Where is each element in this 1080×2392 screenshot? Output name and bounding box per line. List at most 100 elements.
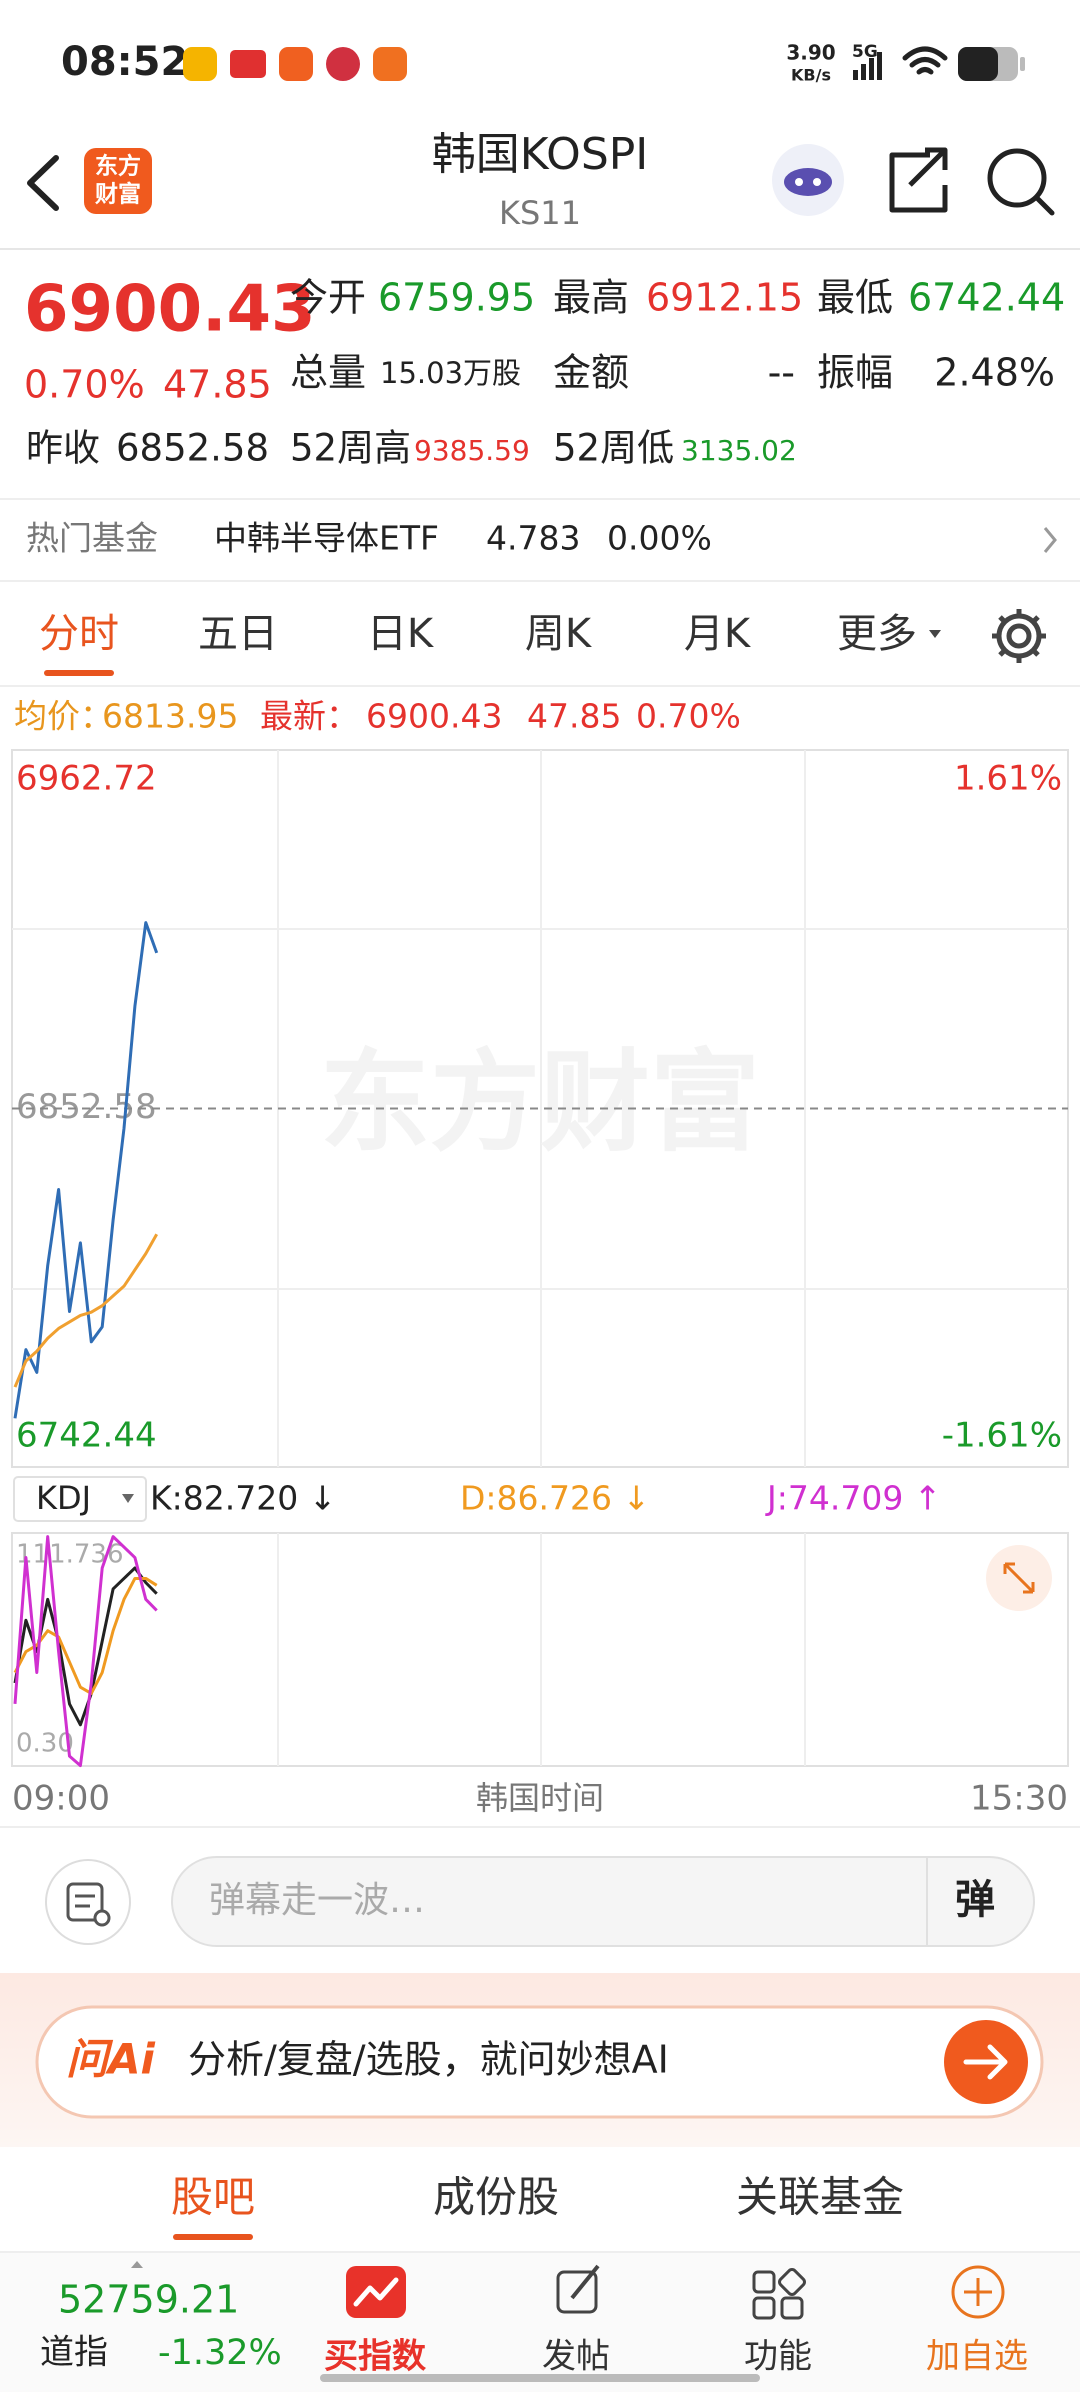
field-label: 52周低 <box>553 427 674 470</box>
y-tick-label: 6852.58 <box>16 1087 157 1127</box>
series-line <box>13 921 159 1419</box>
header-title: 韩国KOSPI <box>432 129 649 180</box>
latest-change: 47.85 <box>527 697 621 736</box>
chevron <box>1043 527 1057 553</box>
y-tick-label: 0.30 <box>16 1729 74 1759</box>
assistant-button[interactable] <box>772 144 844 216</box>
index-ticker[interactable]: 52759.21 道指 -1.32% <box>40 2278 282 2374</box>
indicator-selector-text: KDJ <box>36 1479 91 1517</box>
expand-arrow <box>131 2261 143 2268</box>
status-speed: 3.90 <box>786 41 835 65</box>
field-value: 2.48% <box>934 351 1055 395</box>
chart-tab[interactable]: 周K <box>525 611 593 657</box>
divider <box>0 498 1080 500</box>
divider <box>0 248 1080 250</box>
chart-tabs: 分时 五日 日K 周K 月K 更多 <box>39 611 917 657</box>
latest-value: 6900.43 <box>366 697 502 736</box>
indicator-legend: K:82.720 ↓ <box>150 1479 336 1518</box>
time-axis-label: 韩国时间 <box>476 1779 604 1817</box>
share-button[interactable] <box>889 147 948 213</box>
series-line <box>13 1233 159 1388</box>
field-label: 最低 <box>817 276 893 320</box>
danmaku-button[interactable]: 弹 <box>955 1877 995 1923</box>
intraday-chart: 6742.44 6852.58 6962.72 -1.61% 1.61% <box>12 759 1068 1456</box>
back-button[interactable] <box>27 155 59 211</box>
hot-fund-label: 热门基金 <box>26 519 158 558</box>
tab-underline <box>173 2234 253 2240</box>
nav-item[interactable]: 发帖 <box>542 2337 610 2377</box>
status-battery <box>958 47 1025 81</box>
expand-button[interactable] <box>986 1545 1052 1611</box>
status-app-icons <box>183 47 407 81</box>
indicator-legend: D:86.726 ↓ <box>460 1479 650 1518</box>
field-value: 6912.15 <box>646 276 803 320</box>
status-speed-unit: KB/s <box>791 66 831 85</box>
change-pct: 0.70% <box>24 363 145 407</box>
field-label: 总量 <box>290 351 366 395</box>
header-code: KS11 <box>499 194 581 232</box>
index-value: 52759.21 <box>58 2278 239 2322</box>
avg-value: 6813.95 <box>102 697 238 736</box>
comment-list-button[interactable] <box>45 1859 131 1945</box>
hot-fund-price: 4.783 <box>486 519 580 558</box>
avg-label: 均价： <box>14 697 113 736</box>
app-logo <box>84 148 152 214</box>
sub-tab[interactable]: 关联基金 <box>736 2173 904 2222</box>
hot-fund-name: 中韩半导体ETF <box>214 519 439 558</box>
y2-tick-label: 1.61% <box>954 759 1062 799</box>
chart-tab[interactable]: 更多 <box>837 611 917 657</box>
field-value: 6742.44 <box>908 276 1065 320</box>
sub-tab[interactable]: 股吧 <box>171 2173 255 2222</box>
ai-banner[interactable]: 问Ai 分析/复盘/选股，就问妙想AI <box>35 2005 1044 2119</box>
dropdown-arrow <box>929 630 941 638</box>
time-start: 09:00 <box>12 1779 110 1819</box>
kdj-grid <box>277 1533 806 1766</box>
comment-placeholder: 弹幕走一波… <box>209 1880 425 1921</box>
field-label: 昨收 <box>26 427 100 470</box>
status-time: 08:52 <box>61 39 188 85</box>
field-value: 6759.95 <box>378 276 535 320</box>
nav-item[interactable]: 功能 <box>744 2337 812 2377</box>
chart-tab[interactable]: 五日 <box>198 611 278 657</box>
chart-tab[interactable]: 分时 <box>39 611 119 657</box>
price: 6900.43 <box>24 273 316 347</box>
field-value: 9385.59 <box>414 434 530 467</box>
nav-item[interactable]: 买指数 <box>324 2337 426 2377</box>
chart-tab[interactable]: 月K <box>684 611 752 657</box>
index-change: -1.32% <box>158 2333 282 2373</box>
field-value: 15.03万股 <box>380 356 521 390</box>
ai-logo: 问Ai <box>66 2035 156 2084</box>
indicator-legend: J:74.709 ↑ <box>765 1479 941 1518</box>
hot-fund-row[interactable]: 热门基金 中韩半导体ETF 4.783 0.00% <box>26 519 1057 558</box>
field-value: 6852.58 <box>116 427 269 470</box>
time-end: 15:30 <box>970 1779 1068 1819</box>
divider <box>0 685 1080 687</box>
dropdown-arrow <box>122 1494 134 1503</box>
latest-label: 最新： <box>260 697 359 736</box>
y-tick-label: 6962.72 <box>16 759 157 799</box>
indicator-selector[interactable] <box>13 1476 147 1522</box>
comment-input[interactable]: 弹幕走一波… 弹 <box>171 1856 1035 1947</box>
status-wifi <box>902 46 948 75</box>
settings-button[interactable] <box>992 609 1046 663</box>
logo-text: 东方 <box>95 153 141 180</box>
status-signal <box>853 52 882 80</box>
watermark: 东方财富 <box>320 1038 760 1166</box>
sub-tab[interactable]: 成份股 <box>433 2173 559 2222</box>
field-value: -- <box>768 351 795 395</box>
series-line <box>13 1576 158 1695</box>
divider <box>0 580 1080 582</box>
field-label: 金额 <box>553 351 629 395</box>
search-button[interactable] <box>987 148 1055 216</box>
nav-item[interactable]: 加自选 <box>926 2337 1028 2377</box>
home-indicator <box>320 2374 760 2382</box>
status-network: 5G <box>852 42 878 62</box>
series-line <box>13 1535 158 1768</box>
index-name: 道指 <box>40 2333 108 2373</box>
chart-tab[interactable]: 日K <box>367 611 435 657</box>
change: 47.85 <box>163 363 272 407</box>
divider <box>0 1826 1080 1828</box>
nav-icons <box>346 2264 1005 2320</box>
